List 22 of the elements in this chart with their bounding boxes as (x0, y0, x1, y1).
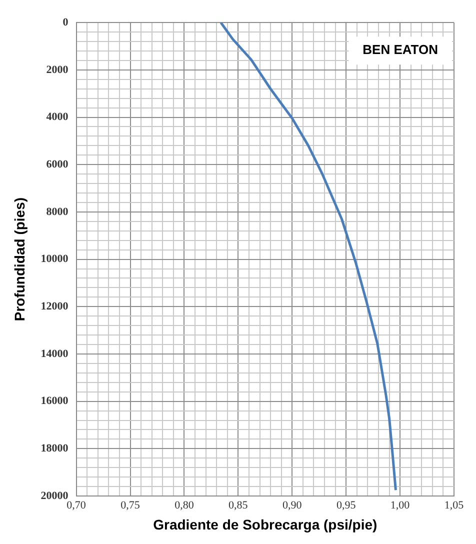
y-axis-title: Profundidad (pies) (11, 197, 28, 322)
y-tick-label: 6000 (46, 158, 69, 170)
x-tick-label: 1,05 (444, 499, 464, 512)
x-tick-label: 0,70 (66, 499, 86, 512)
y-tick-label: 20000 (40, 490, 69, 502)
x-tick-label: 0,75 (120, 499, 140, 512)
y-tick-label: 0 (62, 16, 69, 28)
x-tick-label: 0,80 (174, 499, 194, 512)
x-tick-label: 1,00 (390, 499, 410, 512)
y-tick-label: 2000 (46, 64, 69, 76)
y-tick-label: 8000 (46, 206, 69, 218)
y-tick-label: 4000 (46, 111, 69, 124)
y-tick-label: 10000 (40, 253, 69, 266)
y-tick-label: 14000 (40, 348, 69, 360)
y-tick-label: 12000 (40, 300, 69, 312)
x-axis-title: Gradiente de Sobrecarga (psi/pie) (153, 516, 378, 532)
y-tick-label: 18000 (40, 442, 69, 455)
x-tick-label: 0,95 (336, 499, 356, 512)
y-tick-label: 16000 (40, 395, 69, 408)
annotation: BEN EATON (362, 42, 438, 58)
x-tick-label: 0,85 (228, 499, 248, 512)
x-tick-label: 0,90 (282, 499, 302, 512)
